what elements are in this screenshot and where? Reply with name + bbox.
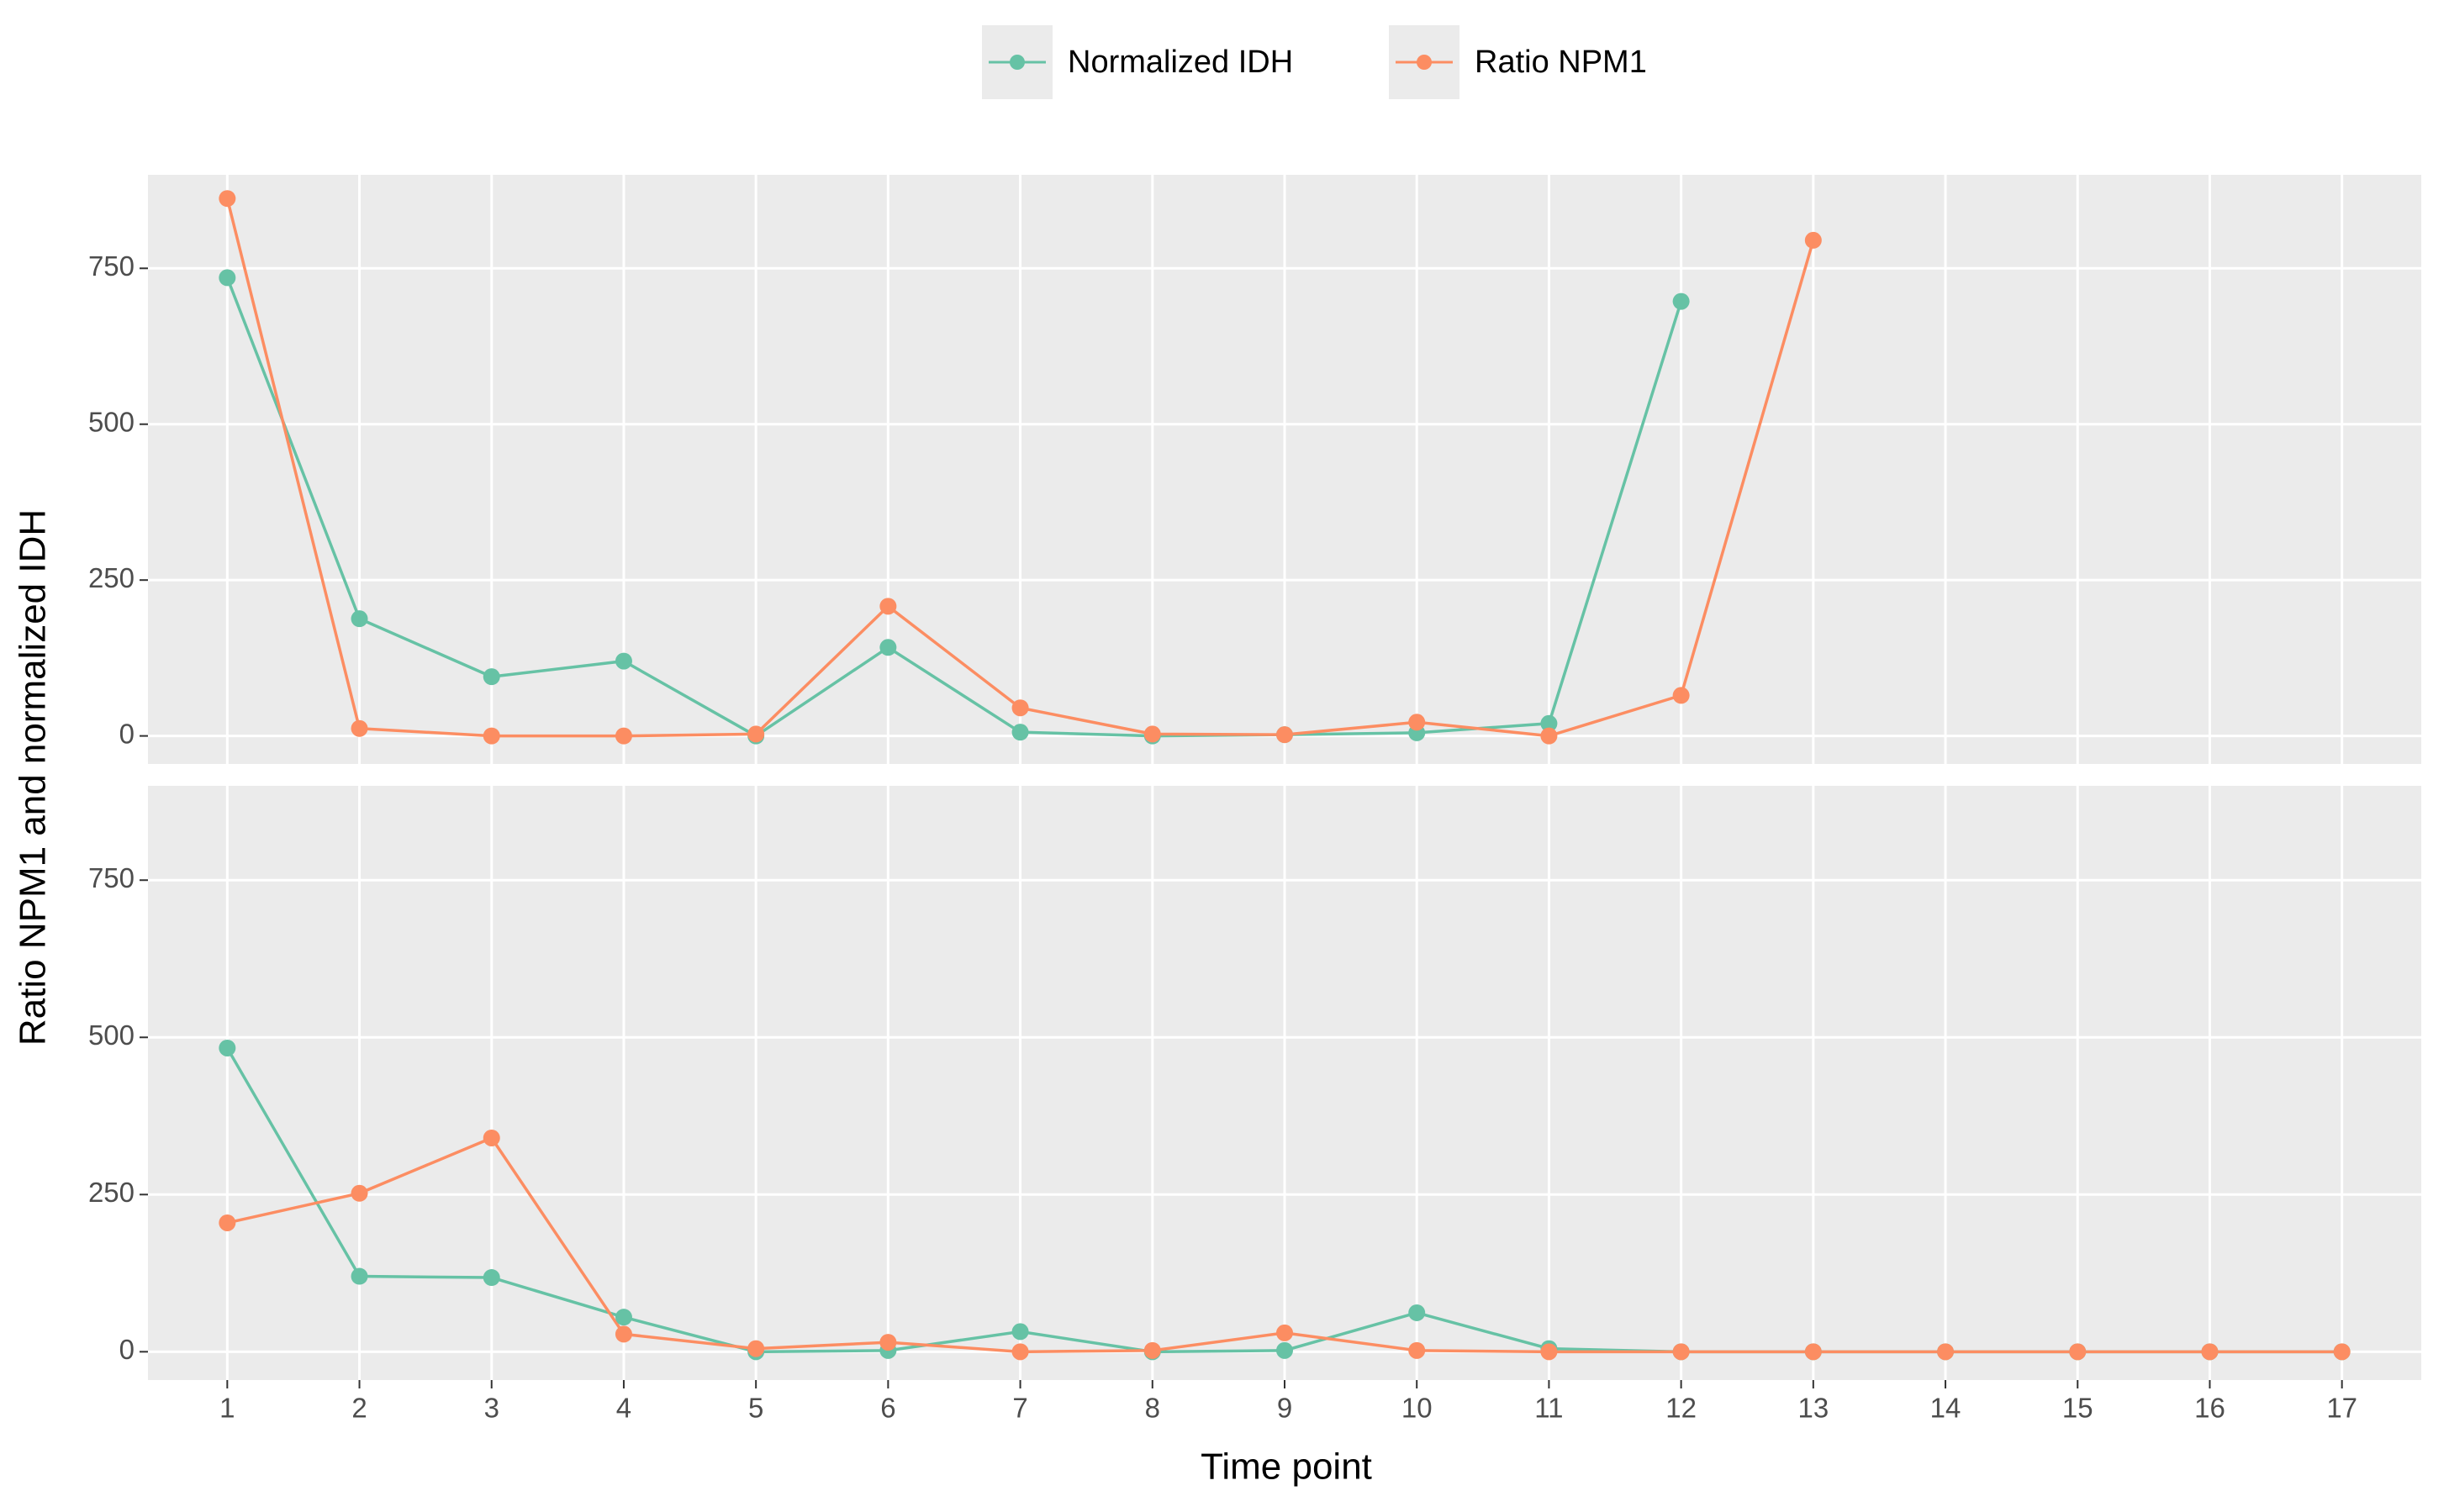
series-line bbox=[225, 277, 1683, 738]
data-point bbox=[1143, 725, 1161, 743]
x-tick-label: 8 bbox=[1145, 1393, 1160, 1424]
data-point bbox=[615, 727, 632, 745]
data-point bbox=[483, 1269, 500, 1287]
data-point bbox=[1276, 1341, 1293, 1359]
data-point bbox=[1011, 1343, 1029, 1361]
data-point bbox=[879, 1334, 897, 1351]
x-tick-label: 10 bbox=[1401, 1393, 1433, 1424]
data-point bbox=[747, 725, 765, 743]
y-tick-label: 750 bbox=[88, 250, 135, 282]
x-tick-label: 3 bbox=[484, 1393, 499, 1424]
x-tick-label: 15 bbox=[2062, 1393, 2093, 1424]
data-point bbox=[219, 269, 236, 287]
y-tick-label: 0 bbox=[119, 718, 135, 749]
data-point bbox=[747, 1340, 765, 1357]
data-point bbox=[351, 1184, 368, 1202]
y-tick-label: 250 bbox=[88, 562, 135, 593]
x-tick-label: 6 bbox=[880, 1393, 895, 1424]
x-tick-label: 16 bbox=[2194, 1393, 2225, 1424]
x-axis-title: Time point bbox=[1201, 1446, 1372, 1488]
x-tick-label: 1 bbox=[219, 1393, 235, 1424]
y-tick-label: 250 bbox=[88, 1177, 135, 1208]
data-point bbox=[1408, 1341, 1426, 1359]
data-point bbox=[219, 1039, 236, 1056]
data-point bbox=[483, 1129, 500, 1146]
data-point bbox=[615, 652, 632, 670]
x-tick-label: 9 bbox=[1277, 1393, 1292, 1424]
data-point bbox=[1540, 1343, 1558, 1361]
data-point bbox=[1276, 1324, 1293, 1341]
data-point bbox=[1672, 687, 1690, 704]
data-point bbox=[1011, 724, 1029, 741]
data-point bbox=[1540, 727, 1558, 745]
legend-label: Normalized IDH bbox=[1068, 45, 1293, 80]
data-point bbox=[1937, 1343, 1955, 1361]
x-tick-label: 17 bbox=[2326, 1393, 2357, 1424]
y-tick-label: 500 bbox=[88, 406, 135, 437]
y-tick-label: 0 bbox=[119, 1334, 135, 1365]
y-axis-title: Ratio NPM1 and normalized IDH bbox=[13, 509, 54, 1046]
data-point bbox=[1011, 699, 1029, 717]
x-tick-label: 2 bbox=[351, 1393, 367, 1424]
x-tick-label: 13 bbox=[1797, 1393, 1829, 1424]
data-point bbox=[1408, 1304, 1426, 1321]
y-tick-label: 750 bbox=[88, 862, 135, 893]
data-point bbox=[351, 610, 368, 628]
data-point bbox=[351, 1267, 368, 1285]
data-point bbox=[1276, 726, 1293, 744]
data-point bbox=[219, 190, 236, 208]
data-point bbox=[1804, 1343, 1822, 1361]
x-tick-label: 4 bbox=[616, 1393, 631, 1424]
data-point bbox=[1011, 1323, 1029, 1341]
x-tick-label: 14 bbox=[1930, 1393, 1961, 1424]
data-point bbox=[1672, 1343, 1690, 1361]
data-point bbox=[483, 668, 500, 686]
data-point bbox=[1804, 231, 1822, 249]
data-point bbox=[351, 719, 368, 737]
data-point bbox=[1540, 714, 1558, 732]
data-point bbox=[2333, 1343, 2351, 1361]
data-point bbox=[483, 727, 500, 745]
data-point bbox=[1408, 714, 1426, 731]
x-tick-label: 7 bbox=[1012, 1393, 1027, 1424]
x-tick-label: 5 bbox=[748, 1393, 763, 1424]
legend-label: Ratio NPM1 bbox=[1475, 45, 1647, 80]
y-tick-label: 500 bbox=[88, 1019, 135, 1051]
data-point bbox=[2069, 1343, 2087, 1361]
data-point bbox=[219, 1214, 236, 1231]
x-tick-label: 12 bbox=[1665, 1393, 1697, 1424]
legend-key-point bbox=[1417, 55, 1432, 70]
x-tick-label: 11 bbox=[1534, 1393, 1563, 1424]
data-point bbox=[1672, 292, 1690, 310]
data-point bbox=[879, 639, 897, 656]
data-point bbox=[1143, 1341, 1161, 1359]
legend-key-point bbox=[1010, 55, 1025, 70]
data-point bbox=[2201, 1343, 2219, 1361]
data-point bbox=[615, 1325, 632, 1343]
data-point bbox=[615, 1309, 632, 1326]
data-point bbox=[879, 598, 897, 615]
